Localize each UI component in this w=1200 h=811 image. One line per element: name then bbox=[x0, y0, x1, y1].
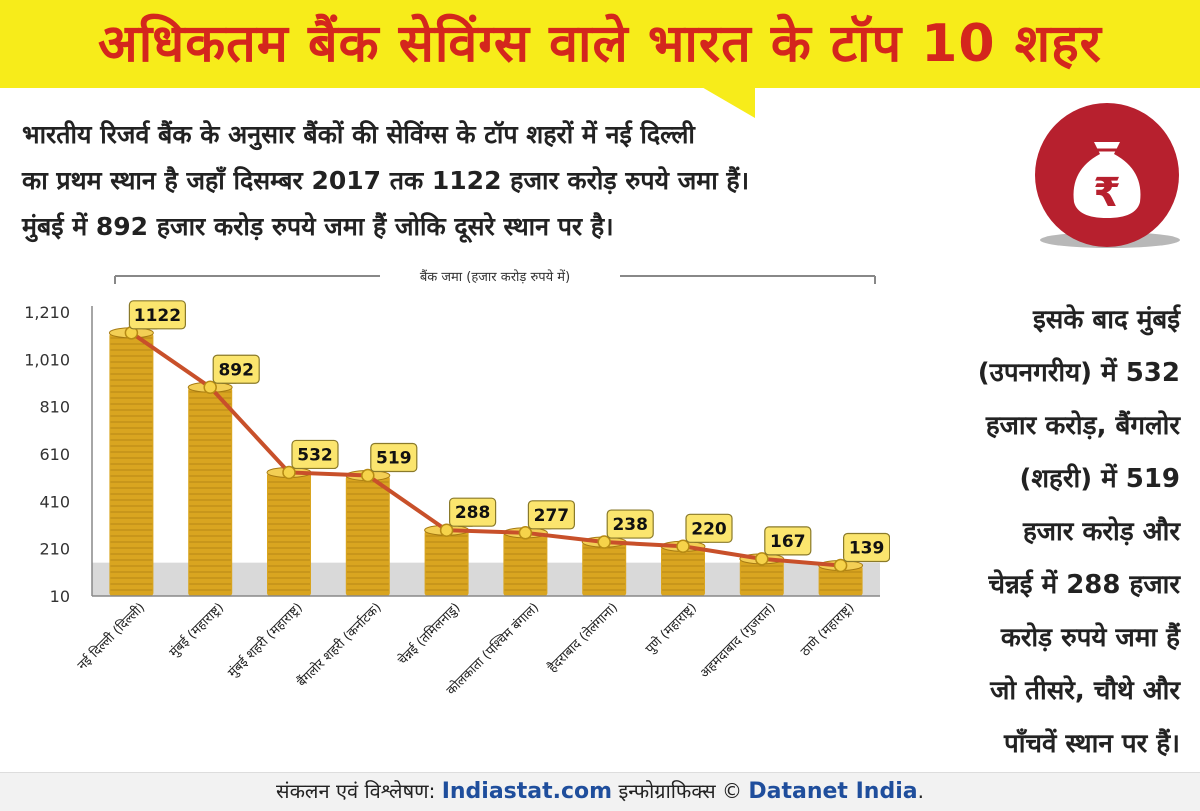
data-label-text: 277 bbox=[534, 506, 570, 526]
x-tick-label: हैदराबाद (तेलंगाना) bbox=[545, 600, 621, 676]
x-tick-label: मुंबई (महाराष्ट्र) bbox=[166, 600, 227, 661]
bar bbox=[108, 327, 154, 596]
data-label: 167 bbox=[764, 526, 812, 556]
data-label-text: 238 bbox=[612, 515, 648, 535]
intro-text: भारतीय रिजर्व बैंक के अनुसार बैंकों की स… bbox=[22, 112, 1022, 250]
intro-line: भारतीय रिजर्व बैंक के अनुसार बैंकों की स… bbox=[22, 120, 695, 149]
data-label-text: 892 bbox=[218, 360, 254, 380]
footer-suffix: . bbox=[917, 779, 924, 803]
footer-prefix: संकलन एवं विश्लेषण: bbox=[276, 779, 436, 803]
side-line: जो तीसरे, चौथे और bbox=[990, 676, 1180, 706]
data-label: 892 bbox=[212, 354, 260, 384]
data-label: 277 bbox=[527, 500, 576, 530]
bar bbox=[266, 466, 312, 596]
data-label-text: 1122 bbox=[134, 306, 181, 326]
chart-title-bracket: बैंक जमा (हजार करोड़ रुपये में) bbox=[114, 266, 876, 286]
x-tick-label: नई दिल्ली (दिल्ली) bbox=[74, 600, 148, 674]
footer-brand-datanet: Datanet India bbox=[748, 779, 918, 804]
data-point bbox=[597, 535, 611, 549]
data-point bbox=[676, 539, 690, 554]
x-tick-label: ठाणे (महाराष्ट्र) bbox=[797, 600, 857, 660]
banner-tail bbox=[700, 86, 755, 118]
x-tick-label: बैंगलोर शहरी (कर्नाटक) bbox=[294, 600, 385, 691]
side-line: चेन्नई में 288 हजार bbox=[988, 570, 1180, 600]
data-label-text: 167 bbox=[770, 532, 806, 552]
data-label: 238 bbox=[606, 509, 654, 539]
data-label: 532 bbox=[291, 439, 339, 470]
trend-line bbox=[130, 331, 841, 568]
y-tick-label: 10 bbox=[50, 587, 70, 606]
data-point bbox=[361, 468, 375, 483]
side-line: हजार करोड़, बैंगलोर bbox=[985, 411, 1180, 441]
y-tick-label: 210 bbox=[39, 540, 70, 559]
data-label: 1122 bbox=[128, 300, 186, 330]
data-point bbox=[282, 465, 296, 480]
side-line: करोड़ रुपये जमा हैं bbox=[1000, 623, 1180, 653]
y-tick-label: 1,210 bbox=[24, 303, 70, 322]
side-line: हजार करोड़ और bbox=[1022, 517, 1180, 547]
data-label-text: 139 bbox=[849, 538, 885, 558]
data-label-text: 519 bbox=[376, 449, 412, 469]
data-label-text: 220 bbox=[691, 519, 727, 539]
bar bbox=[345, 470, 391, 596]
side-line: (शहरी) में 519 bbox=[1019, 464, 1180, 494]
side-text: इसके बाद मुंबई (उपनगरीय) में 532 हजार कर… bbox=[880, 294, 1180, 771]
footer-middle: इन्फोग्राफिक्स © bbox=[618, 779, 743, 803]
x-tick-label: मुंबई शहरी (महाराष्ट्र) bbox=[225, 600, 306, 681]
data-point bbox=[833, 558, 848, 573]
bank-deposit-chart: 1122 892 532 519 288 277 238 220 167 139 बैंक जमा… bbox=[24, 266, 890, 698]
data-label-text: 532 bbox=[297, 445, 333, 465]
side-line: पाँचवें स्थान पर हैं। bbox=[1003, 729, 1180, 759]
data-label: 288 bbox=[449, 497, 497, 527]
title-banner bbox=[0, 0, 1200, 88]
intro-line: मुंबई में 892 हजार करोड़ रुपये जमा हैं ज… bbox=[22, 212, 614, 241]
footer: संकलन एवं विश्लेषण: Indiastat.com इन्फोग… bbox=[0, 772, 1200, 811]
bar bbox=[187, 381, 233, 596]
data-point bbox=[755, 552, 769, 566]
data-label: 519 bbox=[370, 442, 418, 473]
y-tick-label: 810 bbox=[39, 398, 70, 417]
x-tick-label: चेन्नई (तमिलनाडु) bbox=[395, 600, 464, 669]
data-point bbox=[203, 380, 217, 395]
side-line: (उपनगरीय) में 532 bbox=[977, 358, 1180, 388]
data-label-text: 288 bbox=[455, 503, 491, 523]
data-point bbox=[439, 523, 454, 537]
page-title: अधिकतम बैंक सेविंग्स वाले भारत के टॉप 10… bbox=[98, 14, 1102, 74]
footer-brand-indiastat: Indiastat.com bbox=[441, 779, 613, 804]
data-label: 139 bbox=[843, 532, 890, 563]
money-bag-rupee-icon: ₹ bbox=[1035, 103, 1180, 248]
y-tick-label: 610 bbox=[39, 445, 70, 464]
x-tick-label: अहमदाबाद (गुजरात) bbox=[697, 600, 778, 681]
x-tick-label: पुणे (महाराष्ट्र) bbox=[642, 600, 700, 658]
data-point bbox=[518, 526, 533, 540]
chart-data-labels: 1122 892 532 519 288 277 238 220 167 139 bbox=[128, 300, 890, 563]
chart-title: बैंक जमा (हजार करोड़ रुपये में) bbox=[420, 269, 570, 285]
y-tick-label: 410 bbox=[39, 492, 70, 511]
bar bbox=[424, 524, 470, 596]
rupee-symbol: ₹ bbox=[1093, 170, 1121, 216]
intro-line: का प्रथम स्थान है जहाँ दिसम्बर 2017 तक 1… bbox=[22, 166, 750, 195]
data-label: 220 bbox=[685, 513, 733, 543]
y-tick-label: 1,010 bbox=[24, 350, 70, 369]
chart-bars bbox=[108, 327, 864, 596]
side-line: इसके बाद मुंबई bbox=[1033, 305, 1180, 335]
